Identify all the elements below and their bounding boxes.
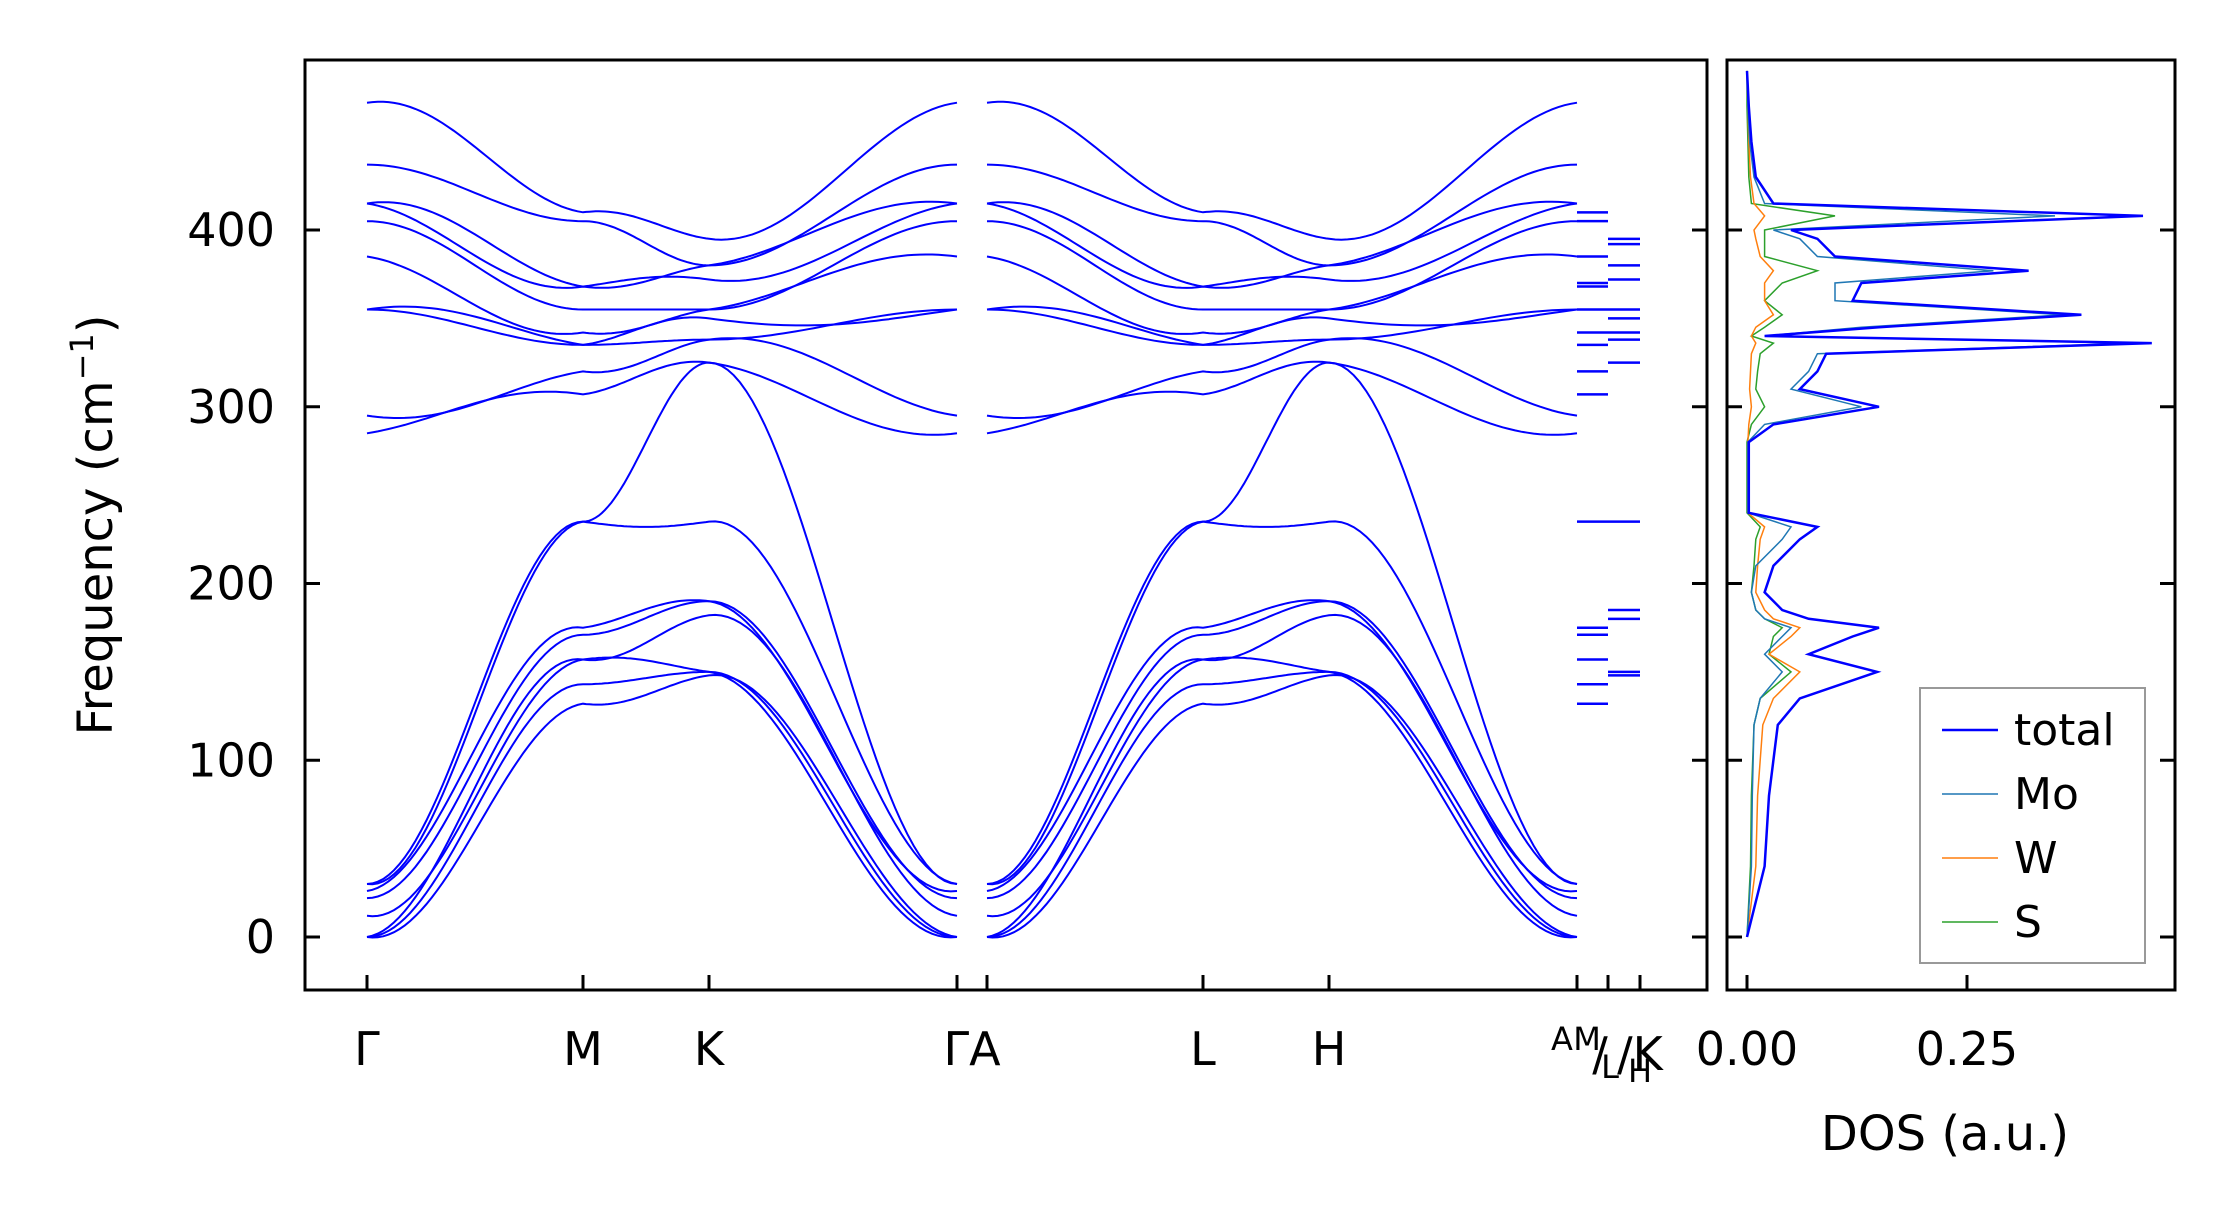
band-6-g [366,520,958,886]
x-tick-label: K [694,1022,726,1076]
dos-axes-frame [1725,58,2177,992]
x-tick-label: M [1573,1020,1601,1058]
band-17-a [986,100,1578,241]
x-tick-label: L [1190,1022,1216,1076]
band-11-a [986,305,1578,346]
band-13-g [366,220,958,311]
y-tick-label: 0 [246,910,275,964]
band-0-a [986,673,1578,939]
band-12-a [986,253,1578,335]
legend-entry: W [2014,833,2058,884]
x-tick-label: H [1628,1052,1652,1090]
legend-entry: S [2014,897,2042,948]
band-8-a [986,360,1578,436]
band-10-g [366,308,958,346]
band-0-g [366,673,958,939]
dos-x-ticks: 0.00 0.25 [1696,975,2018,1076]
dos-x-tick-label: 0.00 [1696,1022,1798,1076]
legend-frame [1919,687,2146,964]
band-10-a [986,308,1578,346]
band-5-a [986,599,1578,893]
band-1-g [366,670,958,938]
band-axes-frame [303,58,1709,992]
legend-entry: total [2014,705,2115,756]
dos-series-s [1746,70,1836,938]
y-tick-label: 100 [187,733,275,787]
dos-curves [1745,70,2152,938]
band-17-g [366,100,958,241]
band-9-g [366,337,958,419]
band-x-ticks: Γ M K ΓA L H A M/L/KH [354,975,1665,1090]
dos-y-ticks [1727,228,2175,939]
y-axis-label-sup: −1 [63,333,101,380]
dos-x-tick-label: 0.25 [1916,1022,2018,1076]
phonon-bands [366,100,1578,939]
x-tick-label: /K [1617,1027,1664,1081]
y-axis-label-main: Frequency (cm [68,380,124,735]
legend-entry: Mo [2014,769,2079,820]
band-7-a [986,361,1578,885]
band-6-a [986,520,1578,886]
dos-series-total [1745,70,2152,938]
x-tick-label: A [1551,1020,1573,1058]
dos-panel: 0.00 0.25 DOS (a.u.) total Mo WS [1696,58,2177,1162]
x-tick-label: H [1312,1022,1347,1076]
dos-series-mo [1746,70,2135,938]
y-tick-label: 400 [187,203,275,257]
y-tick-label: 300 [187,380,275,434]
x-tick-label: Γ [354,1022,380,1076]
band-15-a [986,200,1578,289]
band-14-g [366,201,958,288]
x-tick-label: M [563,1022,603,1076]
legend: total Mo WS [1919,687,2146,964]
dos-series-w [1746,70,1802,938]
band-y-ticks: 0 100 200 300 400 [187,203,1707,964]
band-4-g [366,600,958,900]
band-13-a [986,220,1578,311]
x-tick-label: ΓA [943,1022,1001,1076]
band-2-a [986,656,1578,939]
band-11-g [366,305,958,346]
band-16-g [366,163,958,267]
x-tick-label: L [1601,1048,1619,1086]
band-7-g [366,361,958,885]
band-1-a [986,670,1578,938]
band-8-g [366,360,958,436]
x-axis-label-dos: DOS (a.u.) [1821,1106,2069,1162]
band-12-g [366,253,958,335]
band-5-g [366,599,958,893]
y-axis-label-end: ) [68,314,124,333]
band-16-a [986,163,1578,267]
y-axis-label: Frequency (cm−1) [63,314,124,735]
y-tick-label: 200 [187,557,275,611]
band-4-a [986,600,1578,900]
x-tick-label: / [1592,1027,1608,1081]
band-9-a [986,337,1578,419]
band-15-g [366,200,958,289]
band-14-a [986,201,1578,288]
band-side-segments [1577,211,1640,705]
band-2-g [366,656,958,939]
